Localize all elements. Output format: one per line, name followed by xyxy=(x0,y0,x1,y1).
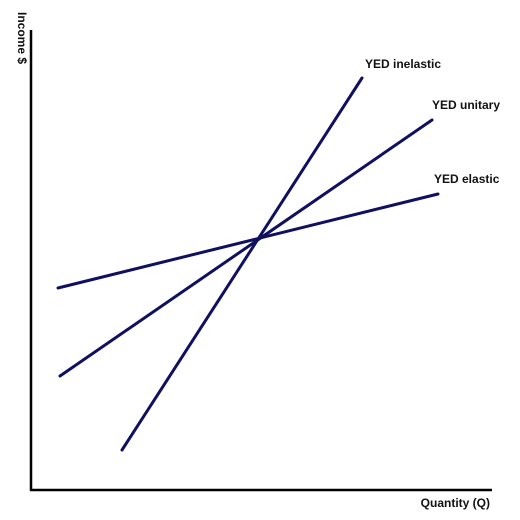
yed-unitary-line xyxy=(58,118,434,378)
yed-inelastic-label: YED inelastic xyxy=(365,57,441,71)
yed-inelastic-line xyxy=(120,76,364,452)
yed-elastic-line xyxy=(56,192,440,290)
yed-unitary-label: YED unitary xyxy=(432,98,500,112)
x-axis-label: Quantity (Q) xyxy=(421,496,490,510)
yed-elastic-label: YED elastic xyxy=(434,172,500,186)
y-axis-label: Income $ xyxy=(15,12,29,64)
